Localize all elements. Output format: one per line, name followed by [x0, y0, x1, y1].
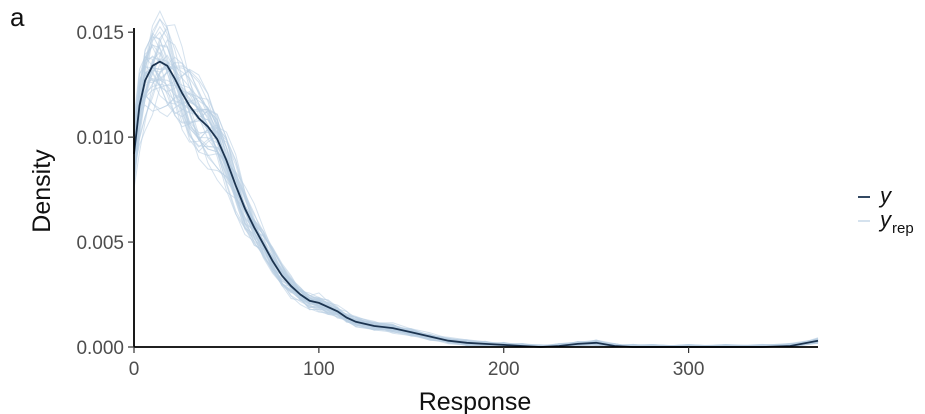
rep-series-line	[133, 71, 819, 348]
rep-series-line	[133, 36, 819, 348]
y-tick-label: 0.005	[76, 233, 124, 254]
rep-series-line	[133, 93, 819, 348]
y-ticks-group: 0.000 0.005 0.010 0.015	[76, 23, 134, 359]
legend-label: y	[878, 183, 893, 208]
x-tick-label: 200	[488, 359, 520, 380]
rep-series-line	[133, 92, 819, 348]
rep-series-line	[133, 64, 819, 348]
main-series-group	[133, 60, 819, 348]
y-tick-label: 0.000	[76, 338, 124, 359]
legend-label: yrep	[878, 207, 914, 237]
x-axis-title: Response	[419, 388, 532, 414]
y-axis-title: Density	[28, 149, 56, 233]
rep-series-line	[133, 67, 819, 348]
legend-subscript: rep	[892, 220, 914, 237]
series-line-y	[133, 60, 819, 348]
x-tick-label: 0	[129, 359, 140, 380]
axes-group	[133, 28, 818, 348]
rep-series-line	[133, 74, 819, 348]
y-tick-label: 0.015	[76, 23, 124, 44]
rep-lines-group	[133, 10, 819, 348]
rep-series-line	[133, 66, 819, 348]
rep-series-line	[133, 64, 819, 348]
rep-series-line	[133, 45, 819, 348]
x-ticks-group: 0 100 200 300	[129, 347, 705, 380]
panel-label: a	[10, 2, 25, 32]
rep-series-line	[133, 66, 819, 348]
x-tick-label: 100	[303, 359, 335, 380]
y-tick-label: 0.010	[76, 128, 124, 149]
rep-series-line	[133, 71, 819, 348]
rep-series-line	[133, 64, 819, 348]
rep-series-line	[133, 90, 819, 348]
rep-series-line	[133, 65, 819, 348]
rep-series-line	[133, 17, 819, 348]
x-tick-label: 300	[673, 359, 705, 380]
